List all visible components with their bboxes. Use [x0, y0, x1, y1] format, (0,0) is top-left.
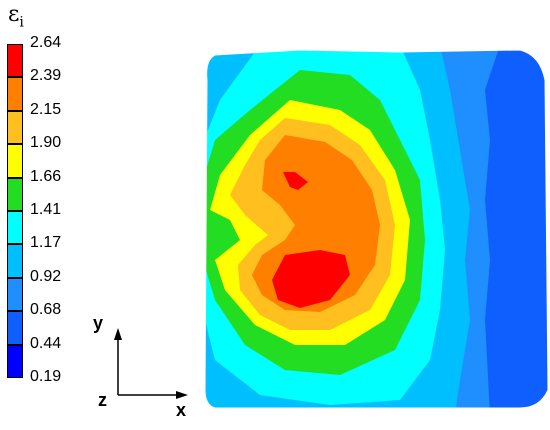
specimen-outline — [204, 49, 549, 409]
y-axis-label: y — [93, 313, 104, 333]
coordinate-triad — [114, 328, 188, 399]
legend-tick-label: 1.90 — [30, 134, 62, 152]
legend-swatch — [7, 44, 23, 78]
peak-region-upper — [283, 172, 308, 190]
legend-tick-label: 2.39 — [30, 67, 62, 85]
legend-title: εi — [8, 2, 24, 31]
legend-tick-label: 2.64 — [30, 34, 62, 51]
legend-swatch — [7, 344, 23, 378]
x-axis-arrow — [176, 391, 188, 399]
legend-tick-label: 0.68 — [30, 301, 62, 319]
legend-swatch — [7, 177, 23, 211]
peak-region-lower — [272, 250, 350, 308]
legend-swatch — [7, 77, 23, 111]
legend-tick-label: 1.41 — [30, 201, 62, 218]
contour-field — [205, 50, 548, 408]
legend-tick-label: 0.92 — [30, 267, 62, 285]
legend-tick-label: 0.19 — [30, 368, 62, 385]
legend-swatch — [7, 211, 23, 245]
y-axis-arrow — [114, 328, 122, 340]
legend-tick-label: 2.15 — [30, 100, 62, 118]
z-axis-label: z — [98, 390, 107, 410]
legend-swatch — [7, 277, 23, 312]
legend-swatch — [7, 144, 23, 178]
legend-tick-label: 1.66 — [30, 167, 62, 185]
legend-tick-label: 0.44 — [30, 334, 62, 352]
legend-swatch — [7, 311, 23, 345]
legend-swatch — [7, 110, 23, 145]
legend-swatch — [7, 244, 23, 278]
legend-tick-label: 1.17 — [30, 234, 62, 252]
x-axis-label: x — [176, 400, 187, 420]
